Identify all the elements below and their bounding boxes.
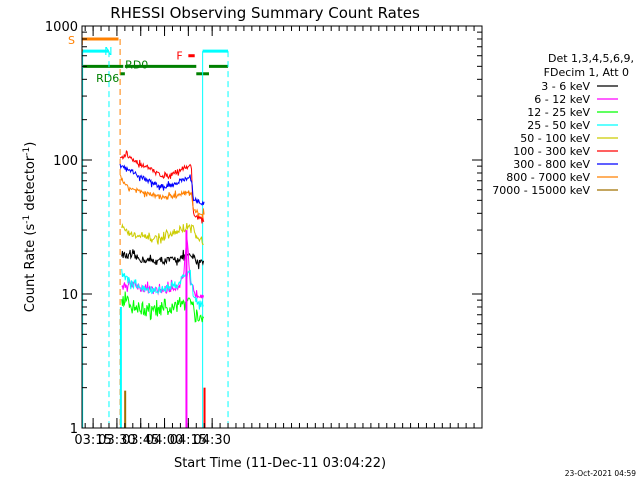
series-line-4 xyxy=(121,222,204,246)
legend-label-1: 6 - 12 keV xyxy=(534,93,590,106)
series-line-2 xyxy=(121,291,205,323)
s-flag-label: S xyxy=(68,34,75,47)
x-tick-label-0: 03:15 xyxy=(74,433,111,448)
y-tick-label-1: 10 xyxy=(61,288,78,303)
x-tick-label-2: 03:45 xyxy=(122,433,159,448)
y-tick-label-0: 1 xyxy=(70,422,78,437)
y-axis-label-end: ) xyxy=(23,142,38,147)
legend: Det 1,3,4,5,6,9, FDecim 1, Att 0 3 - 6 k… xyxy=(492,52,634,197)
series-line-6 xyxy=(119,163,205,206)
y-axis-label-sup2: -1 xyxy=(22,147,32,156)
legend-label-3: 25 - 50 keV xyxy=(527,119,590,132)
y-axis-label-main: Count Rate (s xyxy=(23,224,38,313)
legend-header-decimation: FDecim 1, Att 0 xyxy=(544,66,629,79)
chart-title: RHESSI Observing Summary Count Rates xyxy=(110,4,420,22)
f-flag-label: F xyxy=(176,50,182,63)
x-tick-label-3: 04:00 xyxy=(146,433,183,448)
series-layer xyxy=(119,149,206,428)
legend-header-detectors: Det 1,3,4,5,6,9, xyxy=(548,52,634,65)
y-axis-label-sup1: -1 xyxy=(22,215,32,224)
x-tick-label-4: 04:15 xyxy=(170,433,207,448)
rd0-flag-label: RD0 xyxy=(125,58,148,71)
plot-frame xyxy=(81,25,483,429)
rd6-flag-label: RD6 xyxy=(96,72,119,85)
series-line-3 xyxy=(121,268,204,310)
y-axis-label: Count Rate (s-1 detector-1) xyxy=(22,142,38,313)
legend-label-6: 300 - 800 keV xyxy=(513,158,590,171)
n-flag-label: N xyxy=(104,45,112,58)
legend-label-8: 7000 - 15000 keV xyxy=(492,184,590,197)
legend-label-0: 3 - 6 keV xyxy=(541,80,590,93)
series-line-5 xyxy=(119,149,205,224)
footer-datestamp: 23-Oct-2021 04:59 xyxy=(565,469,636,478)
x-axis-label: Start Time (11-Dec-11 03:04:22) xyxy=(174,456,386,471)
y-tick-label-2: 100 xyxy=(53,154,78,169)
x-tick-label-1: 03:30 xyxy=(98,433,135,448)
x-tick-label-5: 04:30 xyxy=(193,433,230,448)
legend-label-7: 800 - 7000 keV xyxy=(506,171,590,184)
y-tick-label-3: 1000 xyxy=(45,20,78,35)
legend-label-2: 12 - 25 keV xyxy=(527,106,590,119)
legend-label-5: 100 - 300 keV xyxy=(513,145,590,158)
y-axis-label-mid: detector xyxy=(23,155,38,215)
legend-label-4: 50 - 100 keV xyxy=(520,132,590,145)
series-line-7 xyxy=(119,174,205,219)
series-line-0 xyxy=(121,249,205,270)
